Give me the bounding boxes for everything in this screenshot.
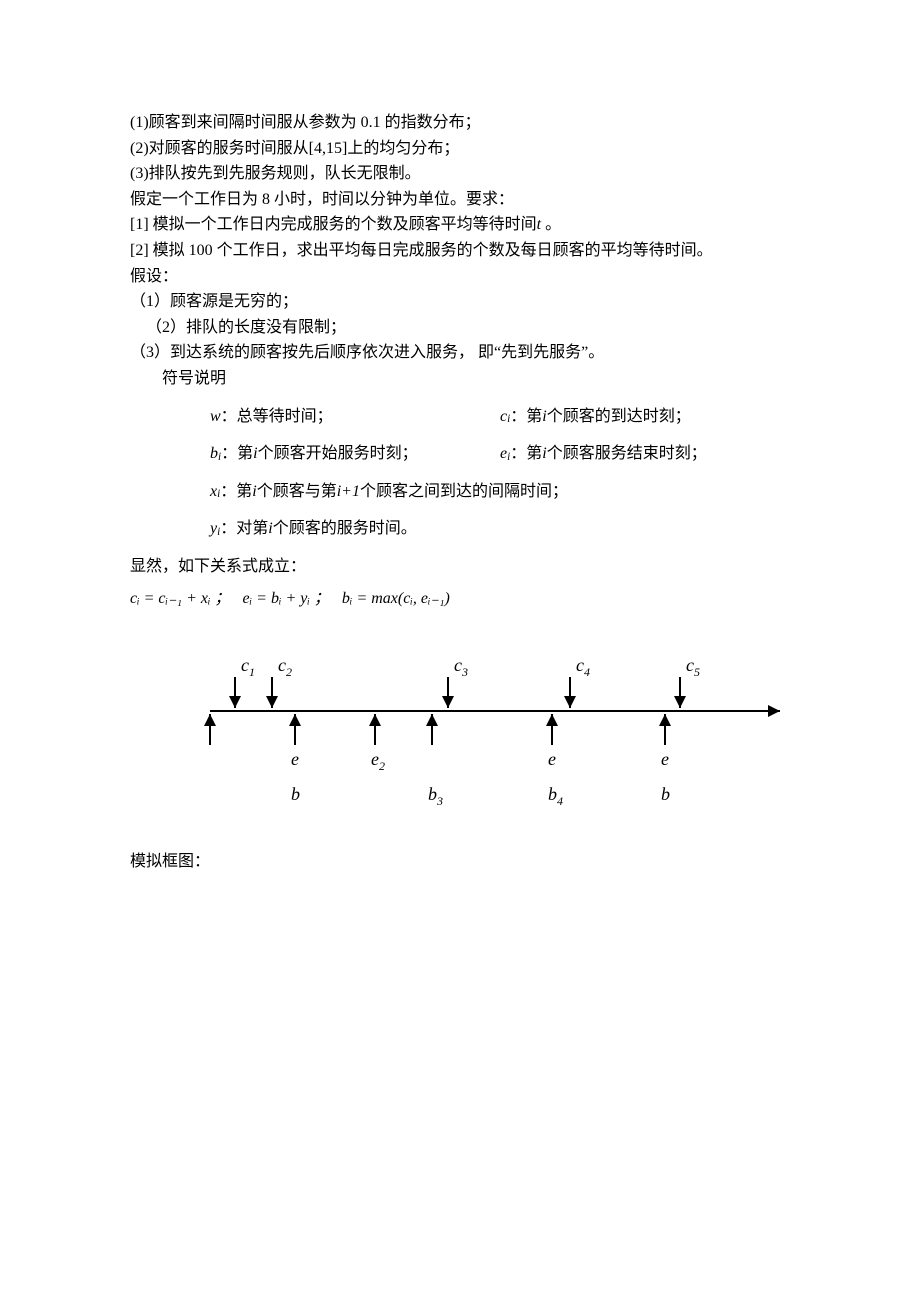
- eq1: cᵢ = cᵢ₋₁ + xᵢ ；: [130, 590, 231, 607]
- svg-text:c4: c4: [576, 655, 590, 679]
- var-e: e: [500, 441, 507, 467]
- symbol-row-1: w ：总等待时间； ci ：第i 个顾客的到达时刻；: [130, 404, 790, 430]
- symbol-row-2: bi ：第i 个顾客开始服务时刻； ei ：第i 个顾客服务结束时刻；: [130, 441, 790, 467]
- def-ei-pre: ：第: [510, 441, 542, 467]
- var-x: x: [210, 479, 217, 505]
- footer-label: 模拟框图：: [130, 849, 790, 875]
- svg-text:b: b: [661, 784, 670, 804]
- symbol-row-4: yi ：对第i 个顾客的服务时间。: [130, 516, 790, 542]
- svg-text:c1: c1: [241, 655, 255, 679]
- def-xi-pre: ：第: [220, 479, 252, 505]
- line-4: 假定一个工作日为 8 小时，时间以分钟为单位。要求：: [130, 187, 790, 213]
- def-w: ：总等待时间；: [221, 404, 333, 430]
- svg-text:c2: c2: [278, 655, 292, 679]
- timeline-diagram: c1c2c3c4c5ebe2b3eb4eb: [180, 631, 790, 821]
- def-bi-post: 个顾客开始服务时刻；: [258, 441, 418, 467]
- svg-text:c5: c5: [686, 655, 700, 679]
- svg-text:b: b: [291, 784, 300, 804]
- svg-text:e: e: [661, 749, 669, 769]
- line-5: [1] 模拟一个工作日内完成服务的个数及顾客平均等待时间t 。: [130, 212, 790, 238]
- def-yi-pre: ：对第: [220, 516, 268, 542]
- line-8: （1）顾客源是无穷的；: [130, 289, 790, 315]
- var-ip1: i+1: [337, 479, 360, 505]
- svg-text:e: e: [291, 749, 299, 769]
- eq3: bᵢ = max(cᵢ, eᵢ₋₁): [342, 590, 450, 607]
- line-6: [2] 模拟 100 个工作日，求出平均每日完成服务的个数及每日顾客的平均等待时…: [130, 238, 790, 264]
- line-9: （2）排队的长度没有限制；: [130, 315, 790, 341]
- line-5-a: [1] 模拟一个工作日内完成服务的个数及顾客平均等待时间: [130, 216, 537, 233]
- svg-text:b4: b4: [548, 784, 563, 808]
- line-2: (2)对顾客的服务时间服从[4,15]上的均匀分布；: [130, 136, 790, 162]
- def-ei-post: 个顾客服务结束时刻；: [547, 441, 707, 467]
- line-1: (1)顾客到来间隔时间服从参数为 0.1 的指数分布；: [130, 110, 790, 136]
- def-ci-post: 个顾客的到达时刻；: [547, 404, 691, 430]
- line-11: 符号说明: [130, 366, 790, 392]
- var-c: c: [500, 404, 507, 430]
- def-xi-post: 个顾客之间到达的间隔时间；: [360, 479, 568, 505]
- svg-text:c3: c3: [454, 655, 468, 679]
- def-xi-mid: 个顾客与第: [257, 479, 337, 505]
- line-rel: 显然，如下关系式成立：: [130, 554, 790, 580]
- def-yi-post: 个顾客的服务时间。: [273, 516, 417, 542]
- eq2: eᵢ = bᵢ + yᵢ ；: [243, 590, 330, 607]
- var-y: y: [210, 516, 217, 542]
- symbol-row-3: xi ：第i 个顾客与第i+1 个顾客之间到达的间隔时间；: [130, 479, 790, 505]
- def-ci-pre: ：第: [510, 404, 542, 430]
- line-5-b: 。: [541, 216, 561, 233]
- svg-text:e: e: [548, 749, 556, 769]
- page-content: (1)顾客到来间隔时间服从参数为 0.1 的指数分布； (2)对顾客的服务时间服…: [0, 0, 920, 1302]
- var-b: b: [210, 441, 218, 467]
- svg-text:b3: b3: [428, 784, 443, 808]
- equations: cᵢ = cᵢ₋₁ + xᵢ ； eᵢ = bᵢ + yᵢ ； bᵢ = max…: [130, 586, 790, 612]
- line-7: 假设：: [130, 264, 790, 290]
- svg-text:e2: e2: [371, 749, 385, 773]
- line-3: (3)排队按先到先服务规则，队长无限制。: [130, 161, 790, 187]
- var-w: w: [210, 404, 221, 430]
- line-10: （3）到达系统的顾客按先后顺序依次进入服务， 即“先到先服务”。: [130, 340, 790, 366]
- timeline-svg: c1c2c3c4c5ebe2b3eb4eb: [180, 631, 800, 821]
- def-bi-pre: ：第: [221, 441, 253, 467]
